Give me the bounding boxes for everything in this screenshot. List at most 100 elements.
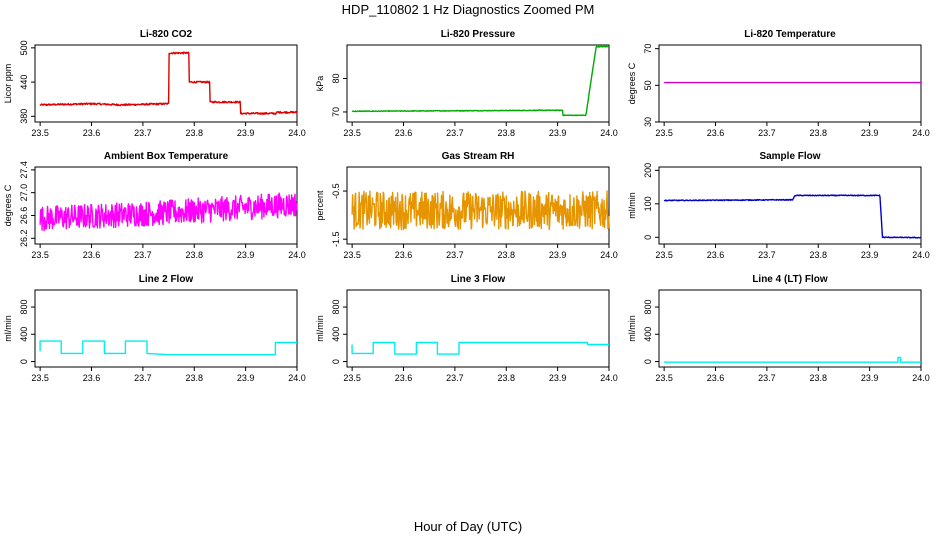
y-tick-label: 26.2 [19,230,29,248]
x-tick-label: 23.8 [497,373,515,383]
x-tick-label: 23.7 [758,128,776,138]
plot-frame [34,289,298,368]
series-line [351,190,610,231]
x-tick-label: 23.6 [707,128,725,138]
x-tick-label: 23.6 [83,373,101,383]
y-tick-label: -1.5 [331,231,341,247]
series-line [39,340,297,356]
y-axis-label: Licor ppm [3,64,13,104]
y-tick-label: -0.5 [331,183,341,199]
chart-title: Ambient Box Temperature [104,151,229,162]
x-tick-label: 23.8 [809,250,827,260]
plot-frame [346,166,610,245]
x-tick-label: 23.9 [861,373,879,383]
chart-title: Li-820 Temperature [744,29,836,40]
chart-title: Line 2 Flow [139,274,194,285]
chart-title: Sample Flow [759,151,820,162]
x-tick-label: 23.9 [861,250,879,260]
chart-panel: Li-820 CO2 Licor ppm 23.5 23.6 23.7 23.8 23.9 2… [3,29,306,138]
y-tick-label: 200 [643,163,653,178]
x-tick-label: 23.9 [237,373,255,383]
x-tick-label: 23.8 [809,373,827,383]
plot-frame [346,289,610,368]
y-axis-label: ml/min [315,315,325,342]
x-tick-label: 24.0 [288,250,306,260]
x-tick-label: 23.6 [395,373,413,383]
chart-panel: Line 3 Flow ml/min 23.5 23.6 23.7 23.8 23.9 24.… [315,274,618,383]
y-tick-label: 0 [331,359,341,364]
y-axis-label: degrees C [627,62,637,104]
x-tick-label: 23.8 [185,128,203,138]
series-line [351,45,610,117]
x-tick-label: 23.7 [446,250,464,260]
y-tick-label: 380 [19,109,29,124]
x-tick-label: 23.6 [395,250,413,260]
y-axis-label: kPa [315,76,325,92]
x-tick-label: 24.0 [912,373,930,383]
x-tick-label: 23.6 [83,128,101,138]
x-tick-label: 23.9 [549,373,567,383]
x-tick-label: 23.6 [395,128,413,138]
x-tick-label: 23.5 [655,128,673,138]
chart-panel: Li-820 Pressure kPa 23.5 23.6 23.7 23.8 23.9 24… [315,29,618,138]
chart-panel: Line 2 Flow ml/min 23.5 23.6 23.7 23.8 23.9 24.… [3,274,306,383]
chart-title: Li-820 CO2 [140,29,193,40]
x-tick-label: 24.0 [288,373,306,383]
y-tick-label: 27.4 [19,161,29,179]
chart-title: Gas Stream RH [442,151,515,162]
series-line [39,192,298,232]
series-line [664,356,921,363]
x-tick-label: 23.9 [549,128,567,138]
x-tick-label: 23.9 [237,128,255,138]
x-tick-label: 23.5 [31,250,49,260]
x-tick-label: 23.8 [185,250,203,260]
x-tick-label: 23.7 [446,373,464,383]
y-axis-label: ml/min [3,315,13,342]
chart-panels: Li-820 CO2 Licor ppm 23.5 23.6 23.7 23.8 23.9 2… [3,29,930,383]
figure-title: HDP_110802 1 Hz Diagnostics Zoomed PM [342,2,595,17]
y-tick-label: 0 [19,359,29,364]
y-tick-label: 400 [643,327,653,342]
y-tick-label: 70 [643,44,653,54]
x-tick-label: 23.8 [497,250,515,260]
chart-title: Line 4 (LT) Flow [752,274,828,285]
series-line [351,341,609,355]
chart-panel: Li-820 Temperature degrees C 23.5 23.6 23.7 2… [627,29,930,138]
x-tick-label: 24.0 [288,128,306,138]
plot-frame [658,289,922,368]
y-tick-label: 800 [19,300,29,315]
x-tick-label: 23.5 [343,128,361,138]
y-tick-label: 500 [19,40,29,55]
chart-title: Line 3 Flow [451,274,506,285]
figure-xlabel: Hour of Day (UTC) [414,519,522,534]
y-tick-label: 400 [331,327,341,342]
y-tick-label: 400 [19,327,29,342]
x-tick-label: 23.6 [707,373,725,383]
y-axis-label: degrees C [3,184,13,226]
y-tick-label: 30 [643,117,653,127]
x-tick-label: 23.7 [134,373,152,383]
y-tick-label: 50 [643,80,653,90]
y-tick-label: 800 [643,300,653,315]
x-tick-label: 24.0 [600,250,618,260]
x-tick-label: 23.8 [497,128,515,138]
x-tick-label: 23.7 [134,250,152,260]
x-tick-label: 23.5 [343,250,361,260]
x-tick-label: 23.7 [446,128,464,138]
plot-frame [346,44,610,123]
x-tick-label: 23.5 [343,373,361,383]
chart-panel: Ambient Box Temperature degrees C 23.5 23.6… [3,151,306,260]
series-line [663,194,922,239]
x-tick-label: 23.9 [861,128,879,138]
x-tick-label: 23.9 [237,250,255,260]
y-axis-label: ml/min [627,315,637,342]
x-tick-label: 24.0 [600,373,618,383]
x-tick-label: 23.8 [185,373,203,383]
x-tick-label: 23.6 [83,250,101,260]
y-tick-label: 26.6 [19,207,29,225]
x-tick-label: 24.0 [912,128,930,138]
y-tick-label: 440 [19,75,29,90]
chart-panel: Line 4 (LT) Flow ml/min 23.5 23.6 23.7 23.8 23… [627,274,930,383]
y-axis-label: ml/min [627,192,637,219]
